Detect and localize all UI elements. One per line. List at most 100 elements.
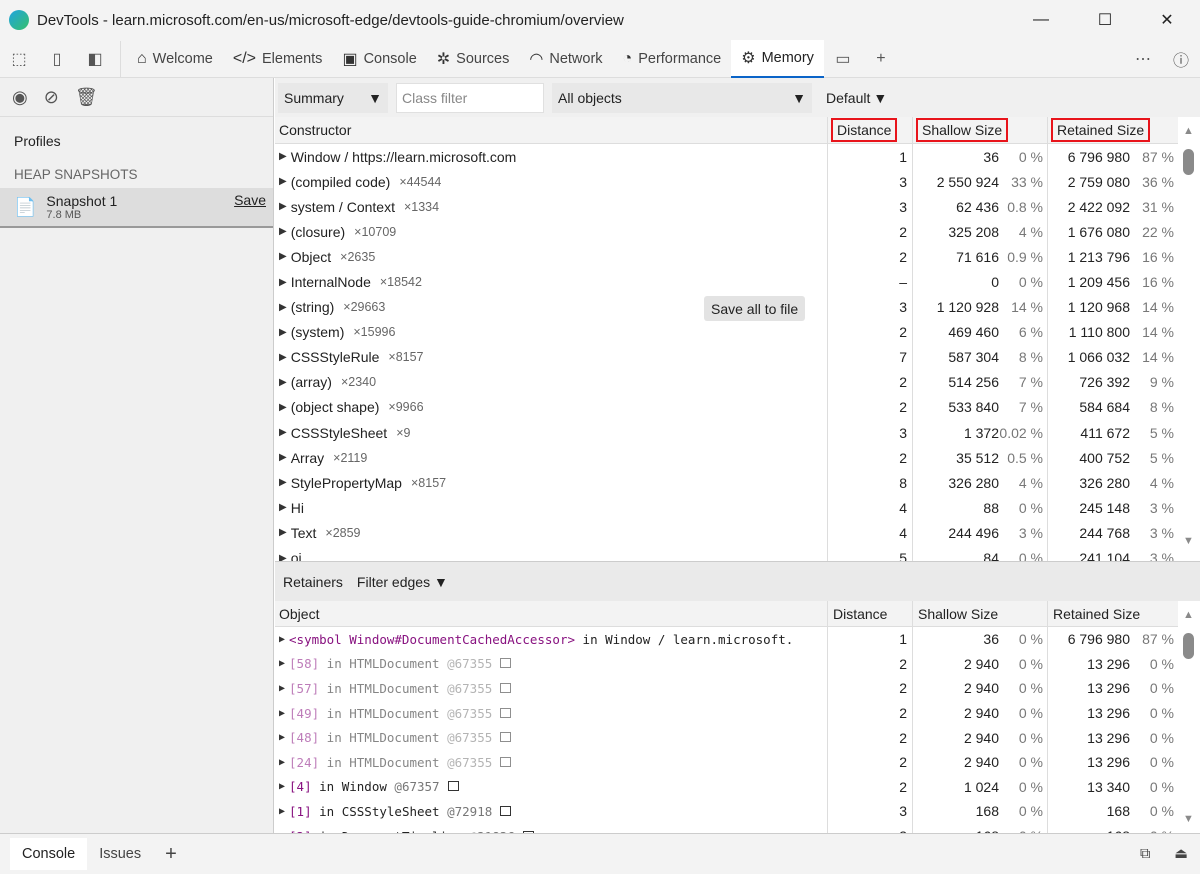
expand-triangle-icon[interactable]: ▶	[279, 707, 286, 719]
record-icon[interactable]: ◉	[12, 86, 28, 107]
collapse-drawer-icon[interactable]: ⏏	[1174, 846, 1188, 862]
expand-triangle-icon[interactable]: ▶	[279, 477, 287, 489]
more-tabs-icon[interactable]: ▭	[835, 50, 851, 68]
view-select[interactable]: Summary ▼	[278, 82, 388, 113]
retainer-row[interactable]: ▶ [1] in CSSStyleSheet @72918 3 168 0 % 168 0 …	[275, 799, 1200, 824]
retainer-row[interactable]: ▶ [49] in HTMLDocument @67355 2 2 940 0 % 13 …	[275, 700, 1200, 726]
dock-icon[interactable]: ◧	[87, 50, 103, 68]
scroll-thumb[interactable]	[1183, 633, 1194, 659]
tab-elements[interactable]: </> Elements	[223, 40, 333, 78]
filter-edges-select[interactable]: Filter edges ▼	[357, 574, 448, 590]
distance-header[interactable]: Distance	[831, 118, 898, 142]
maximize-button[interactable]: ☐	[1097, 12, 1113, 29]
scroll-down-icon[interactable]: ▼	[1183, 535, 1194, 547]
table-row[interactable]: ▶ (system) ×15996 2 469 460 6 % 1 110 800 14 %	[275, 319, 1200, 345]
expand-triangle-icon[interactable]: ▶	[279, 376, 287, 388]
tab-sources[interactable]: ✲ Sources	[427, 40, 520, 78]
distance-header[interactable]: Distance	[828, 601, 913, 626]
reveal-icon[interactable]	[522, 830, 534, 833]
expand-triangle-icon[interactable]: ▶	[279, 176, 287, 188]
tab-network[interactable]: ◠ Network	[519, 40, 612, 78]
expand-triangle-icon[interactable]: ▶	[279, 781, 286, 793]
table-row[interactable]: ▶ Array ×2119 2 35 512 0.5 % 400 752 5 %	[275, 445, 1200, 471]
save-snapshot-link[interactable]: Save	[234, 192, 266, 208]
expand-triangle-icon[interactable]: ▶	[279, 682, 286, 694]
reveal-icon[interactable]	[500, 732, 512, 743]
expand-triangle-icon[interactable]: ▶	[279, 276, 287, 288]
add-tab-icon[interactable]: +	[876, 49, 886, 67]
delete-icon[interactable]: 🗑	[74, 86, 98, 107]
table-row[interactable]: ▶ CSSStyleSheet ×9 3 1 372 0.02 % 411 672 5 %	[275, 420, 1200, 446]
tab-performance[interactable]: ◔ Performance	[613, 40, 732, 78]
reveal-icon[interactable]	[500, 707, 512, 718]
scrollbar[interactable]: ▲ ▼	[1178, 601, 1200, 833]
table-row[interactable]: ▶ (closure) ×10709 2 325 208 4 % 1 676 080 22 %	[275, 219, 1200, 245]
reveal-icon[interactable]	[500, 756, 512, 767]
drawer-tab-issues[interactable]: Issues	[99, 846, 142, 862]
table-row[interactable]: ▶ (object shape) ×9966 2 533 840 7 % 584 684 8 …	[275, 394, 1200, 421]
shallow-size-header[interactable]: Shallow Size	[913, 601, 1048, 626]
expand-triangle-icon[interactable]: ▶	[279, 351, 287, 363]
expand-triangle-icon[interactable]: ▶	[279, 633, 286, 645]
tab-memory[interactable]: ⚙ Memory	[731, 39, 824, 78]
sort-select[interactable]: Default ▼	[820, 83, 890, 113]
add-drawer-tab-icon[interactable]: +	[165, 842, 177, 865]
table-row[interactable]: ▶ system / Context ×1334 3 62 436 0.8 % 2 422 …	[275, 194, 1200, 220]
device-emulation-icon[interactable]: ▯	[52, 50, 62, 68]
scrollbar[interactable]: ▲ ▼	[1178, 117, 1200, 561]
retainer-row[interactable]: ▶ [24] in HTMLDocument @67355 2 2 940 0 % 13 …	[275, 749, 1200, 775]
drawer-tab-console[interactable]: Console	[10, 838, 88, 870]
expand-triangle-icon[interactable]: ▶	[279, 502, 287, 514]
help-icon[interactable]: ⓘ	[1172, 52, 1189, 70]
table-row[interactable]: ▶ oj 5 84 0 % 241 104 3 %	[275, 545, 1200, 561]
expand-triangle-icon[interactable]: ▶	[279, 301, 287, 313]
expand-triangle-icon[interactable]: ▶	[279, 658, 286, 670]
table-row[interactable]: ▶ Object ×2635 2 71 616 0.9 % 1 213 796 16 %	[275, 244, 1200, 270]
scroll-down-icon[interactable]: ▼	[1183, 813, 1194, 825]
expand-triangle-icon[interactable]: ▶	[279, 401, 287, 413]
expand-triangle-icon[interactable]: ▶	[279, 805, 286, 817]
scroll-up-icon[interactable]: ▲	[1183, 125, 1194, 137]
minimize-button[interactable]: —	[1033, 11, 1049, 28]
table-row[interactable]: ▶ (compiled code) ×44544 3 2 550 924 33 % 2 75…	[275, 169, 1200, 195]
expand-triangle-icon[interactable]: ▶	[279, 756, 286, 768]
reveal-icon[interactable]	[447, 781, 459, 792]
table-row[interactable]: ▶ Hi 4 88 0 % 245 148 3 %	[275, 495, 1200, 521]
table-row[interactable]: ▶ Window / https://learn.microsoft.com 1 36…	[275, 144, 1200, 170]
retainers-tab[interactable]: Retainers	[283, 573, 343, 590]
expand-triangle-icon[interactable]: ▶	[279, 201, 287, 213]
table-row[interactable]: ▶ CSSStyleRule ×8157 7 587 304 8 % 1 066 032 14…	[275, 344, 1200, 370]
snapshot-item[interactable]: 📄 Snapshot 1 7.8 MB Save	[0, 188, 273, 228]
expand-triangle-icon[interactable]: ▶	[279, 226, 287, 238]
expand-triangle-icon[interactable]: ▶	[279, 251, 287, 263]
retainer-row[interactable]: ▶ [57] in HTMLDocument @67355 2 2 940 0 % 13 …	[275, 676, 1200, 701]
expand-triangle-icon[interactable]: ▶	[279, 527, 287, 539]
reveal-icon[interactable]	[500, 682, 512, 693]
scroll-up-icon[interactable]: ▲	[1183, 609, 1194, 621]
clear-icon[interactable]: ⊘	[43, 86, 59, 107]
more-options-icon[interactable]: ⋯	[1135, 50, 1151, 68]
table-row[interactable]: ▶ StylePropertyMap ×8157 8 326 280 4 % 326 280…	[275, 470, 1200, 496]
class-filter-input[interactable]: Class filter	[396, 82, 544, 113]
reveal-icon[interactable]	[500, 658, 512, 669]
expand-triangle-icon[interactable]: ▶	[279, 151, 287, 163]
expand-triangle-icon[interactable]: ▶	[279, 732, 286, 744]
table-row[interactable]: ▶ (array) ×2340 2 514 256 7 % 726 392 9 %	[275, 369, 1200, 395]
table-row[interactable]: ▶ (string) ×29663 3 1 120 928 14 % 1 120 968 14…	[275, 294, 1200, 320]
shallow-size-header[interactable]: Shallow Size	[916, 118, 1009, 142]
table-row[interactable]: ▶ Text ×2859 4 244 496 3 % 244 768 3 %	[275, 520, 1200, 546]
retainer-row[interactable]: ▶ <symbol Window#DocumentCachedAccessor> …	[275, 627, 1200, 652]
retained-size-header[interactable]: Retained Size	[1051, 118, 1151, 142]
inspect-icon[interactable]: ⬚	[11, 50, 27, 68]
table-row[interactable]: ▶ InternalNode ×18542 – 0 0 % 1 209 456 16 %	[275, 269, 1200, 295]
scroll-thumb[interactable]	[1183, 149, 1194, 175]
expand-triangle-icon[interactable]: ▶	[279, 326, 287, 338]
expand-triangle-icon[interactable]: ▶	[279, 427, 287, 439]
object-header[interactable]: Object	[275, 601, 828, 626]
tab-welcome[interactable]: ⌂ Welcome	[127, 40, 223, 78]
dock-drawer-icon[interactable]: ⧉	[1139, 846, 1151, 862]
expand-triangle-icon[interactable]: ▶	[279, 552, 287, 561]
expand-triangle-icon[interactable]: ▶	[279, 452, 287, 464]
retainer-row[interactable]: ▶ [48] in HTMLDocument @67355 2 2 940 0 % 13 …	[275, 725, 1200, 750]
constructor-header[interactable]: Constructor	[275, 117, 828, 143]
